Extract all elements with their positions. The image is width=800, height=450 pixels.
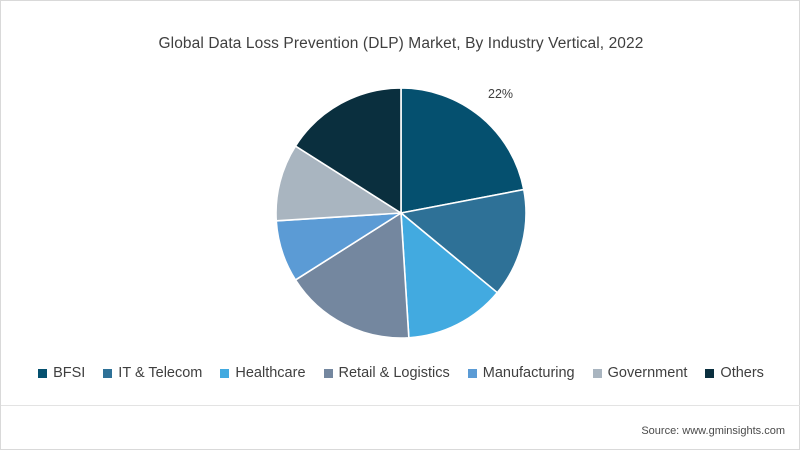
legend-item[interactable]: Government bbox=[592, 365, 688, 381]
legend-item-label: IT & Telecom bbox=[118, 365, 203, 381]
legend-swatch-icon bbox=[323, 368, 333, 378]
legend-swatch-icon bbox=[705, 368, 715, 378]
footer-divider bbox=[1, 405, 800, 406]
legend-item[interactable]: BFSI bbox=[38, 366, 85, 381]
legend-swatch-icon bbox=[592, 368, 602, 378]
pie-chart-svg bbox=[275, 87, 527, 339]
legend-item-label: BFSI bbox=[53, 365, 86, 381]
legend-item[interactable]: Others bbox=[705, 366, 764, 381]
pie-slice bbox=[275, 144, 404, 222]
legend-item-label: Retail & Logistics bbox=[338, 365, 450, 381]
legend-item-label: Healthcare bbox=[235, 365, 306, 381]
legend-item[interactable]: Healthcare bbox=[220, 365, 306, 381]
pie-slice bbox=[400, 87, 525, 214]
pie-slice bbox=[400, 211, 499, 339]
legend-item-label: Government bbox=[607, 365, 688, 381]
legend-swatch-icon bbox=[103, 368, 113, 378]
source-note: Source: www.gminsights.com bbox=[641, 425, 785, 437]
pie-slice bbox=[294, 211, 410, 339]
pie-slice bbox=[294, 87, 402, 215]
chart-legend: BFSI IT & Telecom Healthcare Retail & Logis… bbox=[1, 366, 800, 381]
legend-swatch-icon bbox=[38, 368, 48, 378]
pie-slice bbox=[399, 188, 527, 294]
pie-chart bbox=[275, 87, 527, 339]
legend-item-label: Others bbox=[720, 365, 764, 381]
pie-data-label-bfsi: 22% bbox=[488, 87, 514, 101]
legend-item[interactable]: IT & Telecom bbox=[103, 366, 202, 381]
legend-item[interactable]: Manufacturing bbox=[467, 365, 575, 381]
chart-title: Global Data Loss Prevention (DLP) Market… bbox=[158, 35, 644, 52]
pie-slice-group bbox=[275, 87, 527, 339]
legend-item-label: Manufacturing bbox=[482, 365, 575, 381]
legend-swatch-icon bbox=[467, 368, 477, 378]
legend-swatch-icon bbox=[220, 368, 230, 378]
legend-item[interactable]: Retail & Logistics bbox=[323, 365, 450, 381]
